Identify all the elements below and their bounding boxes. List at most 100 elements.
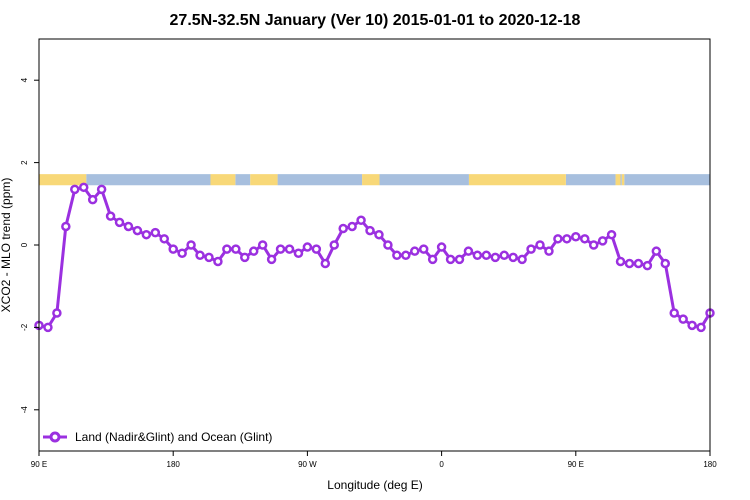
- data-point: [284, 244, 295, 254]
- data-point: [311, 244, 322, 254]
- data-point: [669, 308, 679, 318]
- data-point: [329, 240, 339, 250]
- data-point: [114, 217, 125, 228]
- y-axis-label: XCO2 - MLO trend (ppm): [0, 178, 13, 313]
- land-band-segment: [250, 174, 278, 186]
- data-point: [338, 223, 348, 234]
- data-point: [410, 246, 420, 256]
- data-point: [204, 252, 214, 263]
- data-point: [293, 248, 304, 258]
- data-point: [526, 244, 536, 254]
- x-tick-label: 0: [439, 460, 444, 469]
- data-point: [43, 322, 53, 333]
- data-point: [517, 254, 527, 265]
- data-point: [257, 240, 268, 250]
- data-point: [597, 236, 608, 246]
- data-point: [78, 182, 89, 193]
- data-point: [302, 242, 313, 252]
- y-tick-label: 4: [20, 77, 29, 82]
- y-axis: -4 -2 0 2 4: [20, 77, 39, 413]
- data-point: [105, 211, 116, 221]
- ocean-band-segment: [277, 174, 363, 186]
- ocean-band-segment: [620, 174, 622, 186]
- data-point: [642, 260, 653, 271]
- ocean-band-segment: [86, 174, 211, 186]
- x-tick-label: 180: [703, 460, 717, 469]
- y-tick-label: 2: [20, 160, 29, 165]
- data-point: [240, 252, 250, 263]
- ocean-band-segment: [624, 174, 710, 186]
- data-point: [436, 242, 447, 252]
- data-point: [544, 246, 554, 256]
- chart-title: 27.5N-32.5N January (Ver 10) 2015-01-01 …: [170, 12, 581, 29]
- data-point: [588, 240, 599, 250]
- land-band-segment: [362, 174, 380, 186]
- data-point: [374, 229, 384, 240]
- ocean-band-segment: [235, 174, 251, 186]
- data-point: [96, 184, 107, 195]
- data-point: [248, 246, 259, 256]
- data-point: [150, 227, 161, 238]
- data-point: [445, 254, 456, 265]
- data-point: [87, 194, 98, 205]
- land-band-segment: [39, 174, 87, 186]
- data-point: [186, 240, 196, 250]
- x-tick-label: 180: [167, 460, 181, 469]
- data-point: [195, 250, 205, 261]
- y-tick-label: -4: [20, 406, 29, 414]
- data-point: [275, 244, 286, 254]
- land-band-segment: [210, 174, 236, 186]
- data-point: [660, 258, 671, 269]
- data-point: [687, 320, 697, 331]
- series-line: [38, 185, 712, 329]
- data-point: [427, 254, 438, 265]
- land-band-segment: [468, 174, 566, 186]
- data-point: [508, 252, 518, 263]
- x-tick-label: 90 E: [31, 460, 47, 469]
- data-point: [454, 254, 465, 265]
- land-band-segment: [615, 174, 621, 186]
- data-point: [123, 221, 134, 232]
- data-point: [61, 221, 71, 232]
- data-point: [392, 250, 402, 261]
- data-point: [347, 221, 357, 232]
- data-point: [365, 225, 375, 236]
- legend-marker-swatch: [49, 431, 61, 443]
- series-points-group: [34, 182, 715, 333]
- data-point: [401, 250, 411, 261]
- data-point: [651, 246, 662, 256]
- data-point: [231, 244, 241, 254]
- data-point: [606, 229, 617, 240]
- land-band-segment: [621, 174, 625, 186]
- ocean-band-segment: [379, 174, 469, 186]
- data-point: [222, 244, 232, 254]
- data-point: [159, 234, 170, 244]
- data-point: [213, 256, 223, 267]
- x-tick-label: 90 W: [298, 460, 317, 469]
- x-axis: 90 E 180 90 W 0 90 E 180: [31, 451, 717, 469]
- data-point: [141, 229, 152, 240]
- data-point: [633, 258, 644, 269]
- data-point: [678, 314, 688, 324]
- data-point: [553, 234, 563, 244]
- data-point: [463, 246, 474, 256]
- data-point: [177, 248, 187, 258]
- surface-type-band: [39, 174, 710, 186]
- data-point: [490, 252, 501, 263]
- data-point: [571, 232, 581, 242]
- data-point: [481, 250, 492, 261]
- data-point: [535, 240, 545, 250]
- data-point: [562, 234, 572, 244]
- series-line-group: [38, 185, 712, 329]
- y-tick-label: -2: [20, 323, 29, 331]
- data-point: [472, 250, 483, 261]
- data-point: [320, 258, 331, 269]
- y-tick-label: 0: [20, 242, 29, 247]
- data-point: [266, 254, 277, 265]
- legend-label: Land (Nadir&Glint) and Ocean (Glint): [75, 430, 272, 444]
- data-point: [499, 250, 509, 261]
- data-point: [356, 215, 366, 226]
- data-point: [132, 225, 143, 236]
- x-axis-label: Longitude (deg E): [327, 478, 422, 492]
